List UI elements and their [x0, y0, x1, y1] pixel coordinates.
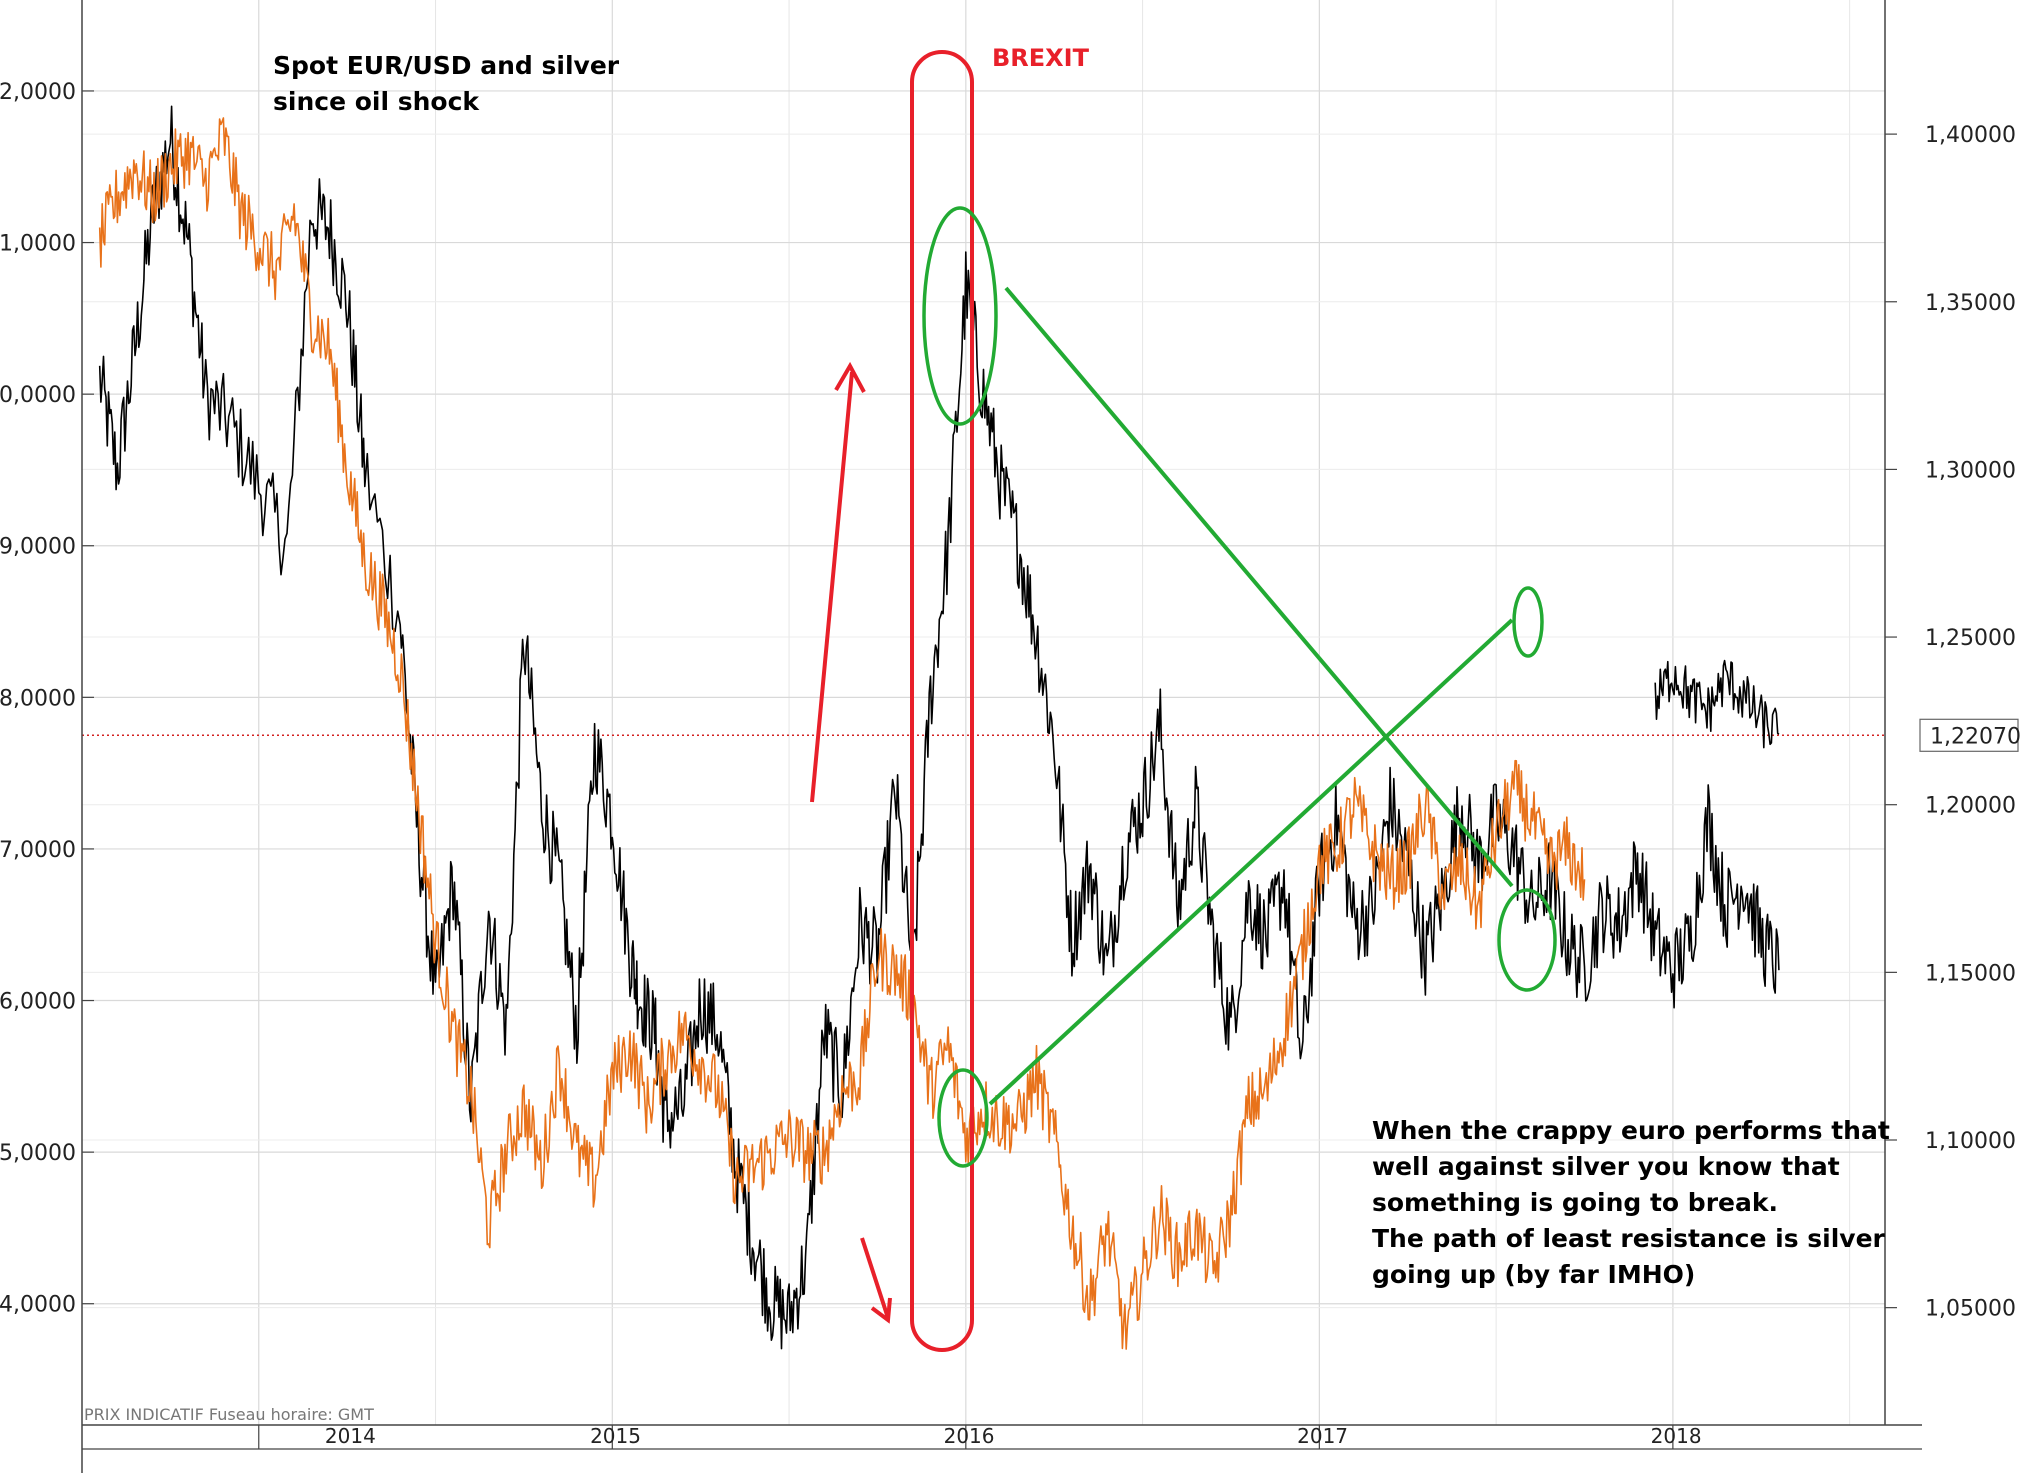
right-tick-label: 1,05000: [1925, 1297, 2016, 1322]
gridlines: [82, 0, 1885, 1425]
highlight-ellipse-silver-high: [1512, 586, 1544, 658]
last-value-box: [1919, 718, 2019, 752]
left-tick-label: 2,0000: [0, 80, 76, 105]
left-tick-label: 1,0000: [0, 232, 76, 257]
chart-title-line-2: since oil shock: [273, 87, 480, 116]
left-tick-label: 8,0000: [0, 686, 76, 711]
left-tick-label: 9,0000: [0, 535, 76, 560]
right-tick-label: 1,15000: [1925, 961, 2016, 986]
series-line-1: [98, 117, 1586, 1350]
comment-line-2: well against silver you know that: [1372, 1152, 1840, 1181]
annotations-layer: [810, 50, 1557, 1352]
last-value-label: 1,22070: [1930, 724, 2021, 749]
right-tick-label: 1,25000: [1925, 626, 2016, 651]
comment-line-5: going up (by far IMHO): [1372, 1260, 1695, 1289]
right-tick-label: 1,30000: [1925, 458, 2016, 483]
footer-label: PRIX INDICATIF Fuseau horaire: GMT: [84, 1405, 374, 1424]
highlight-ellipse-silver-low: [937, 1068, 989, 1168]
left-axis-ticks: 4,0000 5,0000 6,0000 7,0000 8,0000 9,0000 0,00…: [0, 80, 94, 1318]
left-tick-label: 0,0000: [0, 383, 76, 408]
comment-line-4: The path of least resistance is silver: [1372, 1224, 1886, 1253]
x-tick-label: 2014: [325, 1424, 376, 1448]
right-tick-label: 1,10000: [1925, 1129, 2016, 1154]
x-tick-label: 2016: [944, 1424, 995, 1448]
highlight-ellipse-eurusd-low: [1497, 888, 1557, 992]
left-tick-label: 5,0000: [0, 1141, 76, 1166]
x-axis-ticks: 2014 2015 2016 2017 2018: [258, 1424, 1702, 1449]
comment-line-1: When the crappy euro performs that: [1372, 1116, 1890, 1145]
trendline-down: [1004, 286, 1514, 888]
last-value-marker: 1,22070: [1919, 718, 2021, 752]
series-layer: [98, 105, 1780, 1350]
arrow-up-line: [810, 371, 854, 803]
right-tick-label: 1,35000: [1925, 291, 2016, 316]
comment-line-3: something is going to break.: [1372, 1188, 1778, 1217]
trendline-up: [988, 618, 1514, 1106]
x-tick-label: 2018: [1651, 1424, 1702, 1448]
series-line-0: [98, 105, 1780, 1350]
right-tick-label: 1,20000: [1925, 794, 2016, 819]
brexit-label: BREXIT: [992, 44, 1090, 72]
arrow-down-line: [860, 1237, 890, 1319]
right-axis-ticks: 1,05000 1,10000 1,15000 1,20000 1,25000 1,300…: [1885, 123, 2016, 1322]
brexit-band: [910, 50, 974, 1352]
left-tick-label: 6,0000: [0, 990, 76, 1015]
x-tick-label: 2017: [1297, 1424, 1348, 1448]
highlight-ellipse-brexit-peak: [922, 206, 998, 426]
left-tick-label: 7,0000: [0, 838, 76, 863]
arrow-up-head: [834, 361, 866, 393]
chart-title-line-1: Spot EUR/USD and silver: [273, 51, 620, 80]
x-tick-label: 2015: [590, 1424, 641, 1448]
arrow-down-head: [870, 1297, 892, 1324]
left-tick-label: 4,0000: [0, 1293, 76, 1318]
series-line-2: [1654, 659, 1780, 749]
right-tick-label: 1,40000: [1925, 123, 2016, 148]
